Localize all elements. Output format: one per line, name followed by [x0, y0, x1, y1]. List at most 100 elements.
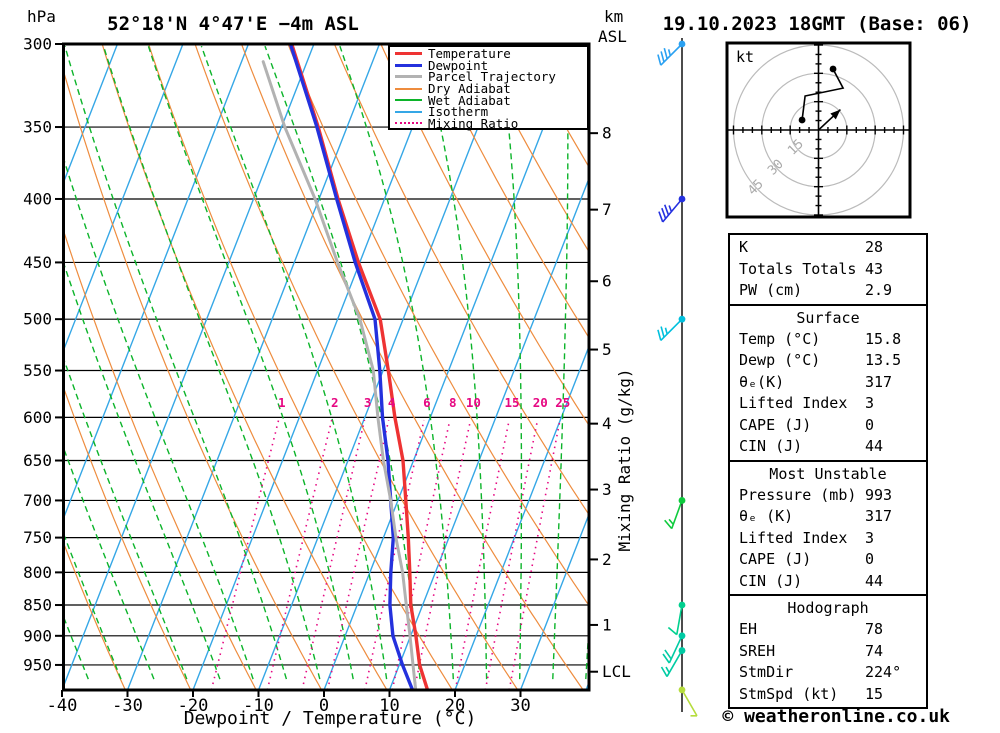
stat-value: 993 — [865, 485, 893, 504]
stat-value: 78 — [865, 620, 884, 638]
wet-adiabat-line — [63, 445, 155, 680]
mixing-ratio-line — [413, 419, 472, 690]
wind-barb-shaft — [676, 604, 683, 635]
table-row: Lifted Index 3 — [730, 528, 926, 550]
wind-barb-feather — [667, 626, 678, 636]
mixing-ratio-axis-title: Mixing Ratio (g/kg) — [615, 368, 634, 551]
wet-adiabat-line — [552, 46, 569, 680]
pressure-tick-label: 750 — [23, 528, 52, 547]
pressure-tick-label: 400 — [23, 189, 52, 208]
wet-adiabat-line — [339, 45, 454, 680]
legend-item-label: Mixing Ratio — [428, 115, 519, 131]
dry-adiabat-line — [63, 228, 257, 690]
wet-adiabat-line — [102, 45, 321, 680]
wind-barb-feather — [664, 649, 672, 660]
legend-item: Wet Adiabat — [390, 93, 587, 108]
km-tick-label: 6 — [602, 272, 612, 291]
panel-title: Most Unstable — [769, 464, 887, 483]
wind-barb-level-dot — [678, 195, 686, 203]
wet-adiabat-line — [63, 531, 122, 680]
table-row: SREH 74 — [730, 641, 926, 663]
isotherm-line — [388, 176, 589, 690]
wind-barb-half-feather — [667, 49, 672, 56]
legend-swatch-dry-adiabat — [395, 87, 422, 90]
stat-label: StmSpd (kt) — [739, 684, 839, 703]
hodograph-trace-dot — [829, 65, 837, 73]
mixing-ratio-value-label: 2 — [331, 395, 339, 410]
stat-value: 224° — [865, 663, 902, 681]
wind-barb-half-feather — [668, 518, 674, 525]
mixing-ratio-line — [454, 419, 510, 690]
legend-box: Temperature Dewpoint Parcel Trajectory Dry … — [388, 45, 589, 131]
temperature-curve — [290, 44, 430, 690]
stat-label: SREH — [739, 641, 776, 660]
mixing-ratio-value-label: 6 — [423, 395, 431, 410]
stat-value: 15 — [865, 684, 884, 703]
panel-most-unstable: Most Unstable Pressure (mb) 993 θₑ (K) 317 Li… — [728, 459, 928, 596]
stat-value: 0 — [865, 415, 875, 434]
stat-label: EH — [739, 620, 758, 638]
panel-hodograph-stats: Hodograph EH 78 SREH 74 StmDir 224° StmSpd (kt)… — [728, 594, 928, 709]
table-row: Totals Totals 43 — [730, 259, 926, 281]
temperature-tick-label: -40 — [47, 696, 78, 716]
wind-barb-feather — [663, 48, 668, 60]
panel-title: Hodograph — [787, 599, 869, 617]
panel-indices: K 28 Totals Totals 43 PW (cm) 2.9 — [728, 233, 928, 306]
legend-item: Dry Adiabat — [390, 81, 587, 96]
pressure-tick-label: 450 — [23, 253, 52, 272]
pressure-tick-label: 700 — [23, 491, 52, 510]
mixing-ratio-value-label: 15 — [504, 395, 519, 410]
wind-barb-feather — [657, 54, 662, 66]
hodograph-trace — [801, 68, 845, 121]
stat-label: CAPE (J) — [739, 415, 812, 434]
temperature-tick-label: 30 — [510, 696, 530, 716]
dry-adiabat-line — [194, 44, 519, 690]
dry-adiabat-line — [473, 44, 589, 253]
mixing-ratio-value-label: 1 — [278, 395, 286, 410]
stat-value: 0 — [865, 550, 875, 568]
stat-value: 43 — [865, 259, 884, 278]
dry-adiabat-line — [147, 44, 453, 690]
isotherm-line — [192, 44, 446, 690]
km-tick-label: 3 — [602, 480, 612, 499]
isotherm-line — [519, 512, 589, 690]
wind-barb-feather — [657, 329, 662, 341]
station-title: 52°18'N 4°47'E −4m ASL — [107, 13, 359, 35]
dry-adiabat-line — [101, 44, 388, 690]
wind-barb-shaft — [660, 43, 683, 66]
dry-adiabat-line — [63, 541, 126, 690]
isotherm-line — [454, 344, 589, 690]
panel-title: Surface — [796, 308, 860, 327]
km-tick-label: 4 — [602, 414, 612, 433]
legend-swatch-wet-adiabat — [395, 99, 422, 102]
legend-item-label: Temperature — [428, 46, 511, 62]
wind-barb-level-dot — [678, 686, 686, 694]
isotherm-line — [257, 44, 512, 690]
table-row: Lifted Index 3 — [730, 393, 926, 415]
isotherm-line — [63, 44, 119, 185]
run-date-label: 19.10.2023 18GMT (Base: 06) — [663, 13, 972, 35]
wet-adiabat-line — [63, 356, 188, 680]
pressure-tick-label: 600 — [23, 408, 52, 427]
isotherm-line — [63, 44, 250, 521]
legend-item: Mixing Ratio — [390, 115, 587, 131]
wet-adiabat-line — [499, 46, 523, 680]
wind-barb-level-dot — [678, 601, 686, 609]
stat-value: 2.9 — [865, 281, 893, 299]
wind-barb-feather — [658, 211, 664, 223]
dry-adiabat-line — [287, 44, 589, 607]
stat-value: 15.8 — [865, 329, 902, 348]
pressure-tick-label: 950 — [23, 655, 52, 674]
legend-item-label: Parcel Trajectory — [428, 69, 556, 85]
mixing-ratio-line — [508, 419, 561, 690]
panel-surface: Surface Temp (°C) 15.8 Dewp (°C) 13.5 θₑ(K) 31… — [728, 303, 928, 462]
wind-barb-half-feather — [664, 327, 668, 335]
table-row: StmDir 224° — [730, 662, 926, 684]
km-tick-label: 7 — [602, 200, 612, 219]
stat-value: 317 — [865, 372, 893, 391]
hodograph-trace-dot — [798, 116, 806, 124]
stat-value: 3 — [865, 394, 875, 412]
isotherm-line — [323, 44, 577, 690]
wind-barb-level-dot — [678, 315, 686, 323]
